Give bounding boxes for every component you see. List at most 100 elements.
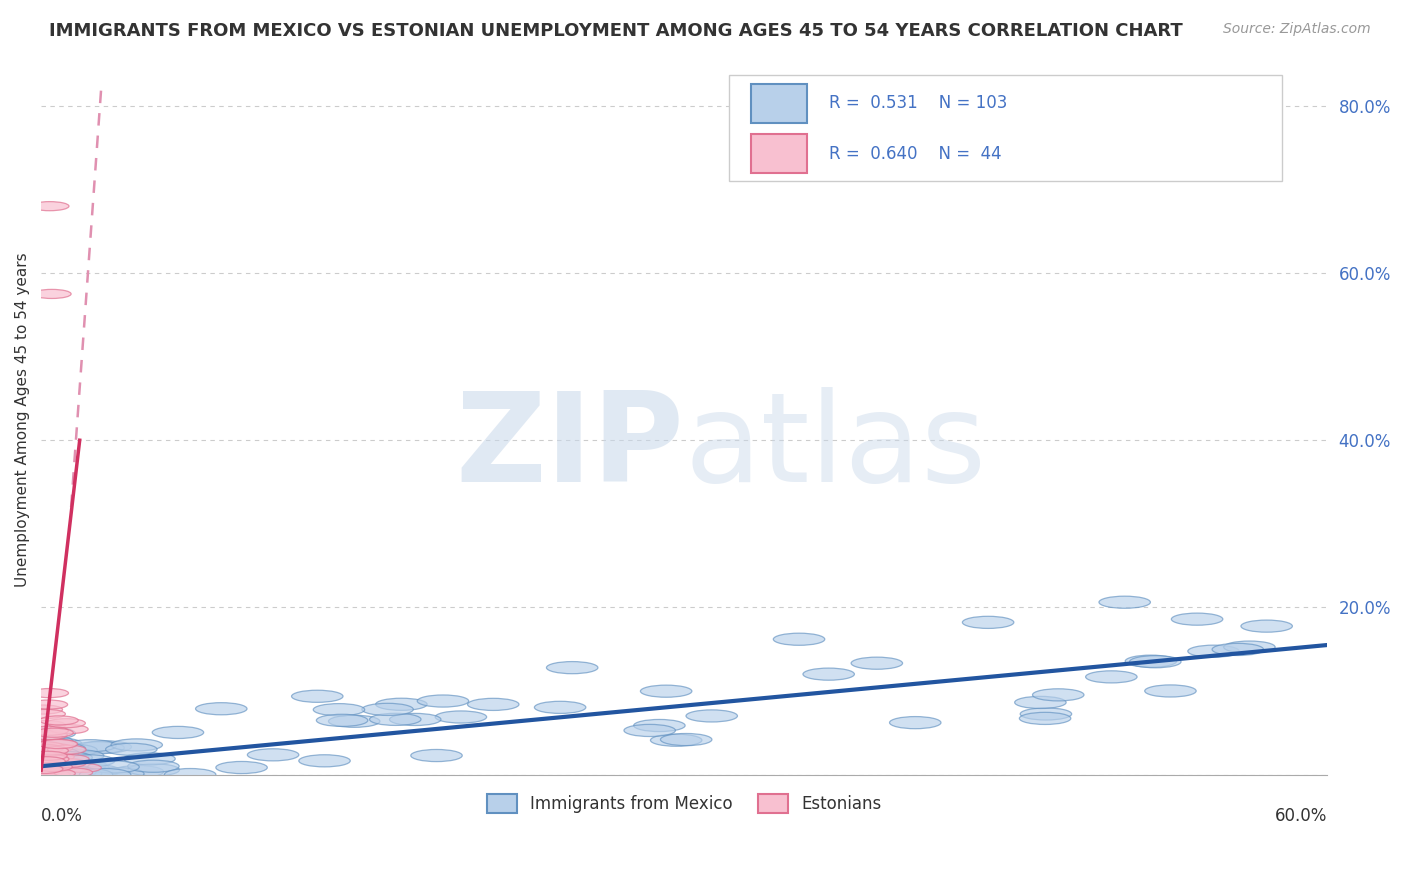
Ellipse shape bbox=[247, 748, 299, 761]
Ellipse shape bbox=[24, 766, 62, 775]
Ellipse shape bbox=[28, 731, 67, 739]
Ellipse shape bbox=[46, 744, 97, 756]
Ellipse shape bbox=[291, 690, 343, 702]
Ellipse shape bbox=[30, 689, 69, 698]
Ellipse shape bbox=[18, 743, 70, 756]
Ellipse shape bbox=[69, 764, 120, 777]
Ellipse shape bbox=[34, 743, 73, 753]
Text: atlas: atlas bbox=[685, 387, 987, 508]
Ellipse shape bbox=[25, 765, 76, 777]
Ellipse shape bbox=[39, 768, 91, 780]
Ellipse shape bbox=[20, 752, 72, 764]
Ellipse shape bbox=[27, 756, 65, 765]
Ellipse shape bbox=[1085, 671, 1137, 683]
Ellipse shape bbox=[31, 738, 82, 750]
Ellipse shape bbox=[46, 719, 86, 728]
Ellipse shape bbox=[48, 745, 86, 755]
Ellipse shape bbox=[30, 757, 69, 766]
Ellipse shape bbox=[24, 747, 62, 756]
Ellipse shape bbox=[1223, 641, 1275, 653]
Ellipse shape bbox=[25, 742, 65, 751]
Ellipse shape bbox=[389, 714, 441, 725]
Ellipse shape bbox=[1032, 689, 1084, 701]
Ellipse shape bbox=[34, 763, 72, 772]
Ellipse shape bbox=[299, 755, 350, 767]
Ellipse shape bbox=[34, 743, 86, 755]
Ellipse shape bbox=[624, 724, 675, 737]
Ellipse shape bbox=[803, 668, 855, 681]
Ellipse shape bbox=[1125, 655, 1177, 667]
Ellipse shape bbox=[329, 715, 380, 727]
Ellipse shape bbox=[73, 741, 124, 754]
Ellipse shape bbox=[24, 727, 76, 739]
Ellipse shape bbox=[30, 757, 67, 766]
Ellipse shape bbox=[30, 756, 82, 769]
Ellipse shape bbox=[468, 698, 519, 710]
Ellipse shape bbox=[51, 767, 101, 780]
Ellipse shape bbox=[418, 695, 468, 707]
Ellipse shape bbox=[1019, 713, 1071, 724]
Ellipse shape bbox=[361, 703, 413, 715]
Ellipse shape bbox=[314, 704, 364, 715]
Ellipse shape bbox=[24, 758, 63, 767]
Ellipse shape bbox=[27, 747, 79, 759]
Ellipse shape bbox=[41, 751, 93, 764]
Ellipse shape bbox=[111, 739, 163, 751]
Ellipse shape bbox=[93, 768, 143, 780]
Y-axis label: Unemployment Among Ages 45 to 54 years: Unemployment Among Ages 45 to 54 years bbox=[15, 252, 30, 587]
Ellipse shape bbox=[30, 700, 67, 709]
Ellipse shape bbox=[17, 747, 69, 759]
Ellipse shape bbox=[39, 759, 77, 768]
Ellipse shape bbox=[22, 743, 73, 755]
Ellipse shape bbox=[411, 749, 463, 762]
Ellipse shape bbox=[634, 720, 685, 731]
Ellipse shape bbox=[21, 744, 73, 756]
Ellipse shape bbox=[39, 758, 90, 770]
Ellipse shape bbox=[55, 759, 107, 772]
Ellipse shape bbox=[27, 745, 77, 757]
Ellipse shape bbox=[45, 767, 96, 779]
Ellipse shape bbox=[534, 701, 586, 714]
Ellipse shape bbox=[22, 766, 75, 778]
Ellipse shape bbox=[27, 766, 77, 778]
Ellipse shape bbox=[1171, 613, 1223, 625]
Ellipse shape bbox=[1144, 685, 1197, 697]
Ellipse shape bbox=[20, 743, 72, 755]
Ellipse shape bbox=[48, 758, 86, 768]
Ellipse shape bbox=[21, 757, 72, 770]
Ellipse shape bbox=[547, 662, 598, 673]
Ellipse shape bbox=[35, 728, 73, 738]
Ellipse shape bbox=[39, 716, 79, 725]
Ellipse shape bbox=[1188, 645, 1239, 657]
Ellipse shape bbox=[195, 703, 247, 714]
Ellipse shape bbox=[436, 711, 486, 723]
Ellipse shape bbox=[128, 764, 180, 776]
Ellipse shape bbox=[22, 747, 75, 760]
Ellipse shape bbox=[25, 760, 63, 770]
Text: 60.0%: 60.0% bbox=[1275, 806, 1327, 824]
Ellipse shape bbox=[25, 744, 63, 754]
Ellipse shape bbox=[1212, 643, 1264, 656]
Ellipse shape bbox=[53, 768, 93, 777]
Ellipse shape bbox=[370, 714, 420, 725]
Ellipse shape bbox=[316, 714, 368, 726]
Ellipse shape bbox=[45, 756, 97, 769]
Ellipse shape bbox=[31, 202, 69, 211]
Text: IMMIGRANTS FROM MEXICO VS ESTONIAN UNEMPLOYMENT AMONG AGES 45 TO 54 YEARS CORREL: IMMIGRANTS FROM MEXICO VS ESTONIAN UNEMP… bbox=[49, 22, 1182, 40]
Ellipse shape bbox=[661, 733, 711, 746]
Ellipse shape bbox=[112, 765, 163, 778]
Ellipse shape bbox=[37, 769, 76, 778]
Ellipse shape bbox=[124, 753, 176, 764]
Ellipse shape bbox=[375, 698, 427, 710]
Ellipse shape bbox=[27, 709, 66, 718]
Legend: Immigrants from Mexico, Estonians: Immigrants from Mexico, Estonians bbox=[481, 787, 889, 820]
Ellipse shape bbox=[38, 751, 89, 764]
Ellipse shape bbox=[851, 657, 903, 669]
Ellipse shape bbox=[34, 741, 84, 754]
Ellipse shape bbox=[51, 755, 89, 764]
Ellipse shape bbox=[87, 761, 139, 773]
Ellipse shape bbox=[27, 762, 79, 774]
Ellipse shape bbox=[38, 757, 90, 770]
Ellipse shape bbox=[58, 762, 110, 774]
Ellipse shape bbox=[24, 759, 62, 768]
